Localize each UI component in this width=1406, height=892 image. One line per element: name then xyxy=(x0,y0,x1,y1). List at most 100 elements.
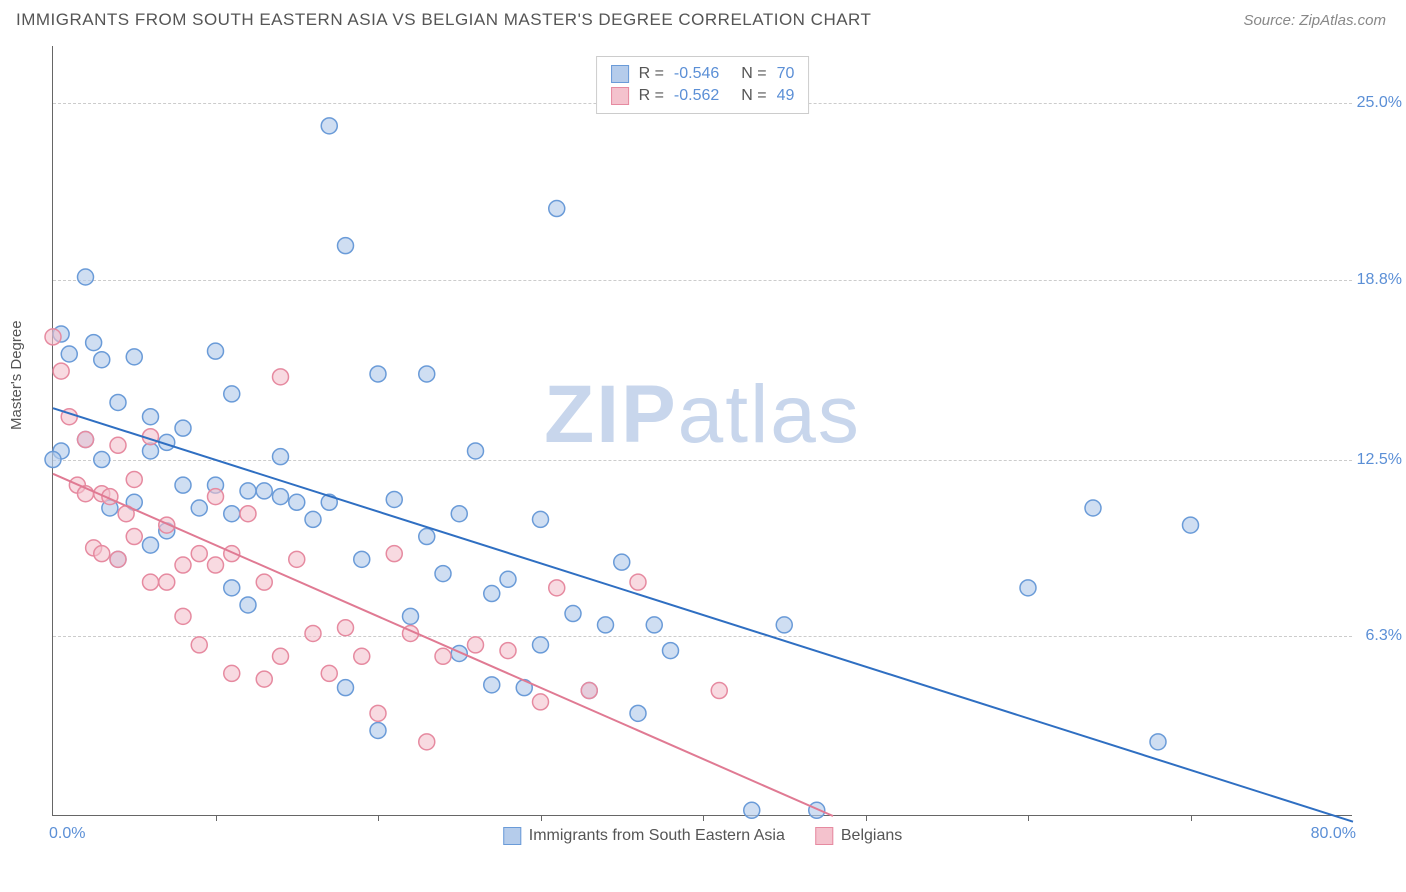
data-point xyxy=(175,477,191,493)
x-axis-max-label: 80.0% xyxy=(1311,825,1356,843)
data-point xyxy=(289,551,305,567)
data-point xyxy=(338,620,354,636)
data-point xyxy=(500,571,516,587)
data-point xyxy=(744,802,760,818)
n-label: N = xyxy=(741,87,766,105)
data-point xyxy=(533,511,549,527)
data-point xyxy=(614,554,630,570)
data-point xyxy=(338,680,354,696)
data-point xyxy=(419,734,435,750)
data-point xyxy=(484,586,500,602)
data-point xyxy=(338,238,354,254)
data-point xyxy=(53,363,69,379)
legend-item-2: Belgians xyxy=(815,827,902,845)
y-axis-label: Master's Degree xyxy=(8,320,25,430)
data-point xyxy=(370,705,386,721)
data-point xyxy=(776,617,792,633)
data-point xyxy=(143,574,159,590)
x-tick xyxy=(216,815,217,821)
data-point xyxy=(549,201,565,217)
data-point xyxy=(386,546,402,562)
data-point xyxy=(289,494,305,510)
data-point xyxy=(240,483,256,499)
data-point xyxy=(435,648,451,664)
trend-line xyxy=(53,474,833,816)
data-point xyxy=(354,551,370,567)
x-tick xyxy=(866,815,867,821)
data-point xyxy=(321,665,337,681)
y-tick-label: 6.3% xyxy=(1366,627,1402,645)
data-point xyxy=(45,452,61,468)
swatch-series-1 xyxy=(611,65,629,83)
data-point xyxy=(451,506,467,522)
data-point xyxy=(1183,517,1199,533)
y-tick-label: 25.0% xyxy=(1357,94,1402,112)
data-point xyxy=(159,574,175,590)
data-point xyxy=(533,637,549,653)
data-point xyxy=(224,580,240,596)
data-point xyxy=(86,335,102,351)
data-point xyxy=(273,369,289,385)
data-point xyxy=(273,449,289,465)
data-point xyxy=(598,617,614,633)
data-point xyxy=(500,643,516,659)
data-point xyxy=(630,705,646,721)
data-point xyxy=(191,546,207,562)
data-point xyxy=(110,551,126,567)
swatch-series-2 xyxy=(611,87,629,105)
data-point xyxy=(126,471,142,487)
data-point xyxy=(256,574,272,590)
data-point xyxy=(224,386,240,402)
y-tick-label: 18.8% xyxy=(1357,271,1402,289)
swatch-series-1 xyxy=(503,827,521,845)
data-point xyxy=(370,722,386,738)
x-axis-min-label: 0.0% xyxy=(49,825,85,843)
legend-label-2: Belgians xyxy=(841,827,902,845)
data-point xyxy=(581,683,597,699)
data-point xyxy=(1085,500,1101,516)
swatch-series-2 xyxy=(815,827,833,845)
scatter-plot xyxy=(53,46,1352,815)
data-point xyxy=(240,506,256,522)
legend-row-series-1: R = -0.546 N = 70 xyxy=(611,63,795,85)
n-value-2: 49 xyxy=(777,87,795,105)
data-point xyxy=(143,537,159,553)
data-point xyxy=(549,580,565,596)
x-tick xyxy=(703,815,704,821)
data-point xyxy=(630,574,646,590)
data-point xyxy=(175,420,191,436)
correlation-legend: R = -0.546 N = 70 R = -0.562 N = 49 xyxy=(596,56,810,114)
data-point xyxy=(208,557,224,573)
x-tick xyxy=(378,815,379,821)
x-tick xyxy=(1191,815,1192,821)
data-point xyxy=(94,546,110,562)
data-point xyxy=(175,608,191,624)
r-label: R = xyxy=(639,87,664,105)
data-point xyxy=(191,500,207,516)
n-value-1: 70 xyxy=(777,65,795,83)
series-legend: Immigrants from South Eastern Asia Belgi… xyxy=(503,827,902,845)
data-point xyxy=(1150,734,1166,750)
data-point xyxy=(45,329,61,345)
data-point xyxy=(354,648,370,664)
data-point xyxy=(273,648,289,664)
data-point xyxy=(126,529,142,545)
legend-row-series-2: R = -0.562 N = 49 xyxy=(611,85,795,107)
data-point xyxy=(143,409,159,425)
data-point xyxy=(468,637,484,653)
data-point xyxy=(435,566,451,582)
data-point xyxy=(663,643,679,659)
data-point xyxy=(256,483,272,499)
data-point xyxy=(208,343,224,359)
source-attribution: Source: ZipAtlas.com xyxy=(1243,12,1386,29)
legend-label-1: Immigrants from South Eastern Asia xyxy=(529,827,785,845)
data-point xyxy=(208,489,224,505)
data-point xyxy=(370,366,386,382)
data-point xyxy=(386,491,402,507)
data-point xyxy=(61,346,77,362)
data-point xyxy=(224,506,240,522)
data-point xyxy=(110,394,126,410)
data-point xyxy=(565,606,581,622)
data-point xyxy=(484,677,500,693)
r-value-1: -0.546 xyxy=(674,65,719,83)
